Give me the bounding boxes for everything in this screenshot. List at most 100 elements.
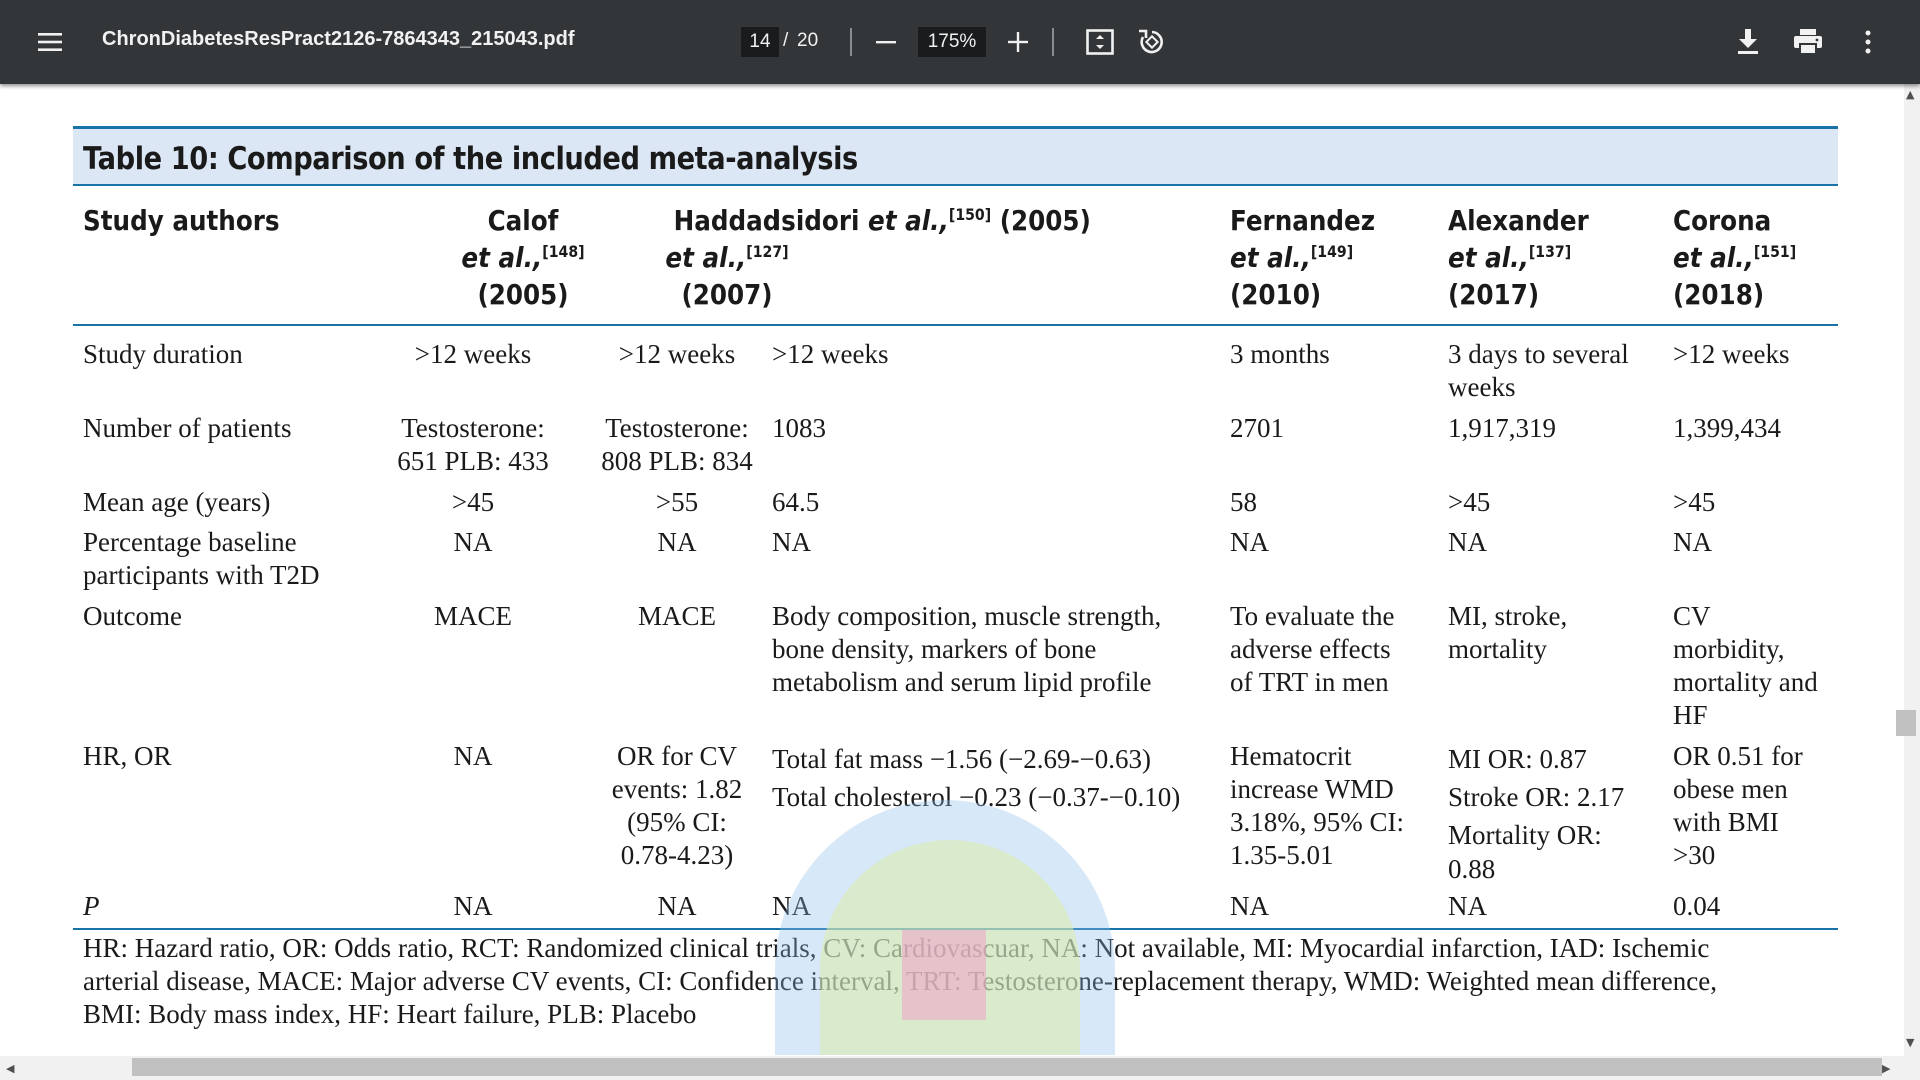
- cell-line: CV: [1673, 601, 1711, 631]
- cell-line: 3 days to several: [1448, 339, 1629, 369]
- header-year: (2007): [681, 278, 773, 311]
- pdf-toolbar: ChronDiabetesResPract2126-7864343_215043…: [0, 0, 1920, 84]
- cell-baseline-calof: NA: [453, 527, 493, 557]
- cell-outcome-haddad: MACE: [637, 601, 716, 631]
- cell-baseline-fernandez: NA: [1230, 527, 1269, 557]
- header-author-name: Alexander: [1448, 204, 1589, 237]
- header-calof: Calof et al.,[148] (2005): [409, 202, 638, 313]
- scroll-down-arrow-icon[interactable]: ▼: [1906, 1036, 1915, 1049]
- minus-icon: [876, 41, 896, 44]
- footnote-line: BMI: Body mass index, HF: Heart failure,…: [83, 999, 697, 1029]
- document-title: ChronDiabetesResPract2126-7864343_215043…: [102, 28, 575, 50]
- cell-line: Total cholesterol −0.23 (−0.37-−0.10): [772, 782, 1181, 812]
- vertical-scroll-thumb[interactable]: [1896, 710, 1916, 736]
- row-label-baseline: Percentage baseline participants with T2…: [83, 526, 383, 592]
- plus-icon: [1008, 32, 1028, 52]
- cell-line: obese men: [1673, 774, 1788, 804]
- cell-line: 3.18%, 95% CI:: [1230, 807, 1404, 837]
- cell-hr-calof: NA: [453, 741, 493, 771]
- scroll-up-arrow-icon[interactable]: ▲: [1906, 88, 1915, 101]
- cell-line: with BMI: [1673, 807, 1779, 837]
- cell-line: bone density, markers of bone: [772, 634, 1097, 664]
- cell-line: Percentage baseline: [83, 527, 297, 557]
- zoom-input[interactable]: 175%: [918, 27, 986, 57]
- rotate-icon[interactable]: [1132, 22, 1172, 62]
- cell-line: 808 PLB: 834: [601, 446, 753, 476]
- horizontal-scroll-thumb[interactable]: [132, 1058, 1882, 1076]
- cell-line: Testosterone:: [605, 413, 749, 443]
- more-vert-icon[interactable]: [1848, 22, 1888, 62]
- fit-page-icon[interactable]: [1080, 22, 1120, 62]
- cell-line: mortality: [1448, 634, 1547, 664]
- cell-patients-alexander: 1,917,319: [1448, 413, 1556, 443]
- page-number-input[interactable]: 14: [741, 27, 779, 57]
- header-study-authors: Study authors: [83, 204, 280, 237]
- cell-line: weeks: [1448, 372, 1516, 402]
- header-haddad: Haddad et al.,[127] (2007): [613, 202, 842, 313]
- download-icon[interactable]: [1728, 22, 1768, 62]
- cell-outcome-calof: MACE: [433, 601, 512, 631]
- cell-duration-isidori: >12 weeks: [772, 339, 889, 369]
- scroll-left-arrow-icon[interactable]: ◀: [6, 1062, 15, 1075]
- cell-patients-haddad: Testosterone: 808 PLB: 834: [547, 412, 807, 478]
- header-corona: Corona et al.,[151] (2018): [1673, 202, 1796, 313]
- cell-line: HF: [1673, 700, 1708, 730]
- table-caption-text: Table 10: Comparison of the included met…: [83, 141, 858, 177]
- cell-baseline-alexander: NA: [1448, 527, 1487, 557]
- cell-line: To evaluate the: [1230, 601, 1395, 631]
- header-author-name: Corona: [1673, 204, 1772, 237]
- cell-p-fernandez: NA: [1230, 891, 1269, 921]
- etal-text: et al.,: [1673, 241, 1754, 274]
- cell-hr-fernandez: Hematocrit increase WMD 3.18%, 95% CI: 1…: [1230, 740, 1440, 872]
- cell-hr-corona: OR 0.51 for obese men with BMI >30: [1673, 740, 1843, 872]
- cell-patients-fernandez: 2701: [1230, 413, 1284, 443]
- cell-baseline-isidori: NA: [772, 527, 811, 557]
- cell-p-isidori: NA: [772, 891, 811, 921]
- cell-line: Total fat mass −1.56 (−2.69-−0.63): [772, 744, 1151, 774]
- header-year: (2017): [1448, 278, 1540, 311]
- cell-line: 0.88: [1448, 854, 1496, 884]
- reference-marker: [127]: [746, 242, 789, 261]
- cell-duration-fernandez: 3 months: [1230, 339, 1330, 369]
- cell-line: increase WMD: [1230, 774, 1394, 804]
- hamburger-menu-icon[interactable]: [30, 22, 70, 62]
- cell-patients-calof: Testosterone: 651 PLB: 433: [343, 412, 603, 478]
- header-year: (2005): [999, 204, 1091, 237]
- cell-line: Mortality OR:: [1448, 820, 1602, 850]
- cell-line: MI, stroke,: [1448, 601, 1568, 631]
- header-etal: et al.,[148]: [409, 239, 638, 276]
- table-caption: Table 10: Comparison of the included met…: [73, 126, 1838, 186]
- zoom-out-button[interactable]: [868, 24, 904, 60]
- vertical-scrollbar[interactable]: [1904, 84, 1920, 1056]
- header-etal: et al.,[137]: [1448, 239, 1589, 276]
- pdf-page: Table 10: Comparison of the included met…: [0, 84, 1904, 1056]
- etal-text: et al.,: [1230, 241, 1311, 274]
- header-isidori: Isidori et al.,[150] (2005): [772, 202, 1091, 239]
- zoom-in-button[interactable]: [1000, 24, 1036, 60]
- cell-age-isidori: 64.5: [772, 487, 820, 517]
- cell-p-calof: NA: [453, 891, 493, 921]
- cell-line: Hematocrit: [1230, 741, 1352, 771]
- cell-baseline-corona: NA: [1673, 527, 1712, 557]
- cell-line: OR 0.51 for: [1673, 741, 1803, 771]
- cell-p-haddad: NA: [657, 891, 697, 921]
- header-fernandez: Fernandez et al.,[149] (2010): [1230, 202, 1375, 313]
- cell-line: >30: [1673, 840, 1716, 870]
- cell-patients-isidori: 1083: [772, 413, 826, 443]
- cell-patients-corona: 1,399,434: [1673, 413, 1781, 443]
- header-author-name: Calof: [487, 204, 559, 237]
- row-label-hr-or: HR, OR: [83, 741, 172, 771]
- toolbar-divider: [850, 28, 852, 56]
- reference-marker: [149]: [1310, 242, 1354, 261]
- cell-outcome-isidori: Body composition, muscle strength, bone …: [772, 600, 1232, 699]
- scroll-right-arrow-icon[interactable]: ▶: [1882, 1062, 1891, 1075]
- cell-line: Stroke OR: 2.17: [1448, 782, 1625, 812]
- cell-line: OR for CV: [617, 741, 737, 771]
- header-alexander: Alexander et al.,[137] (2017): [1448, 202, 1589, 313]
- print-icon[interactable]: [1788, 22, 1828, 62]
- header-author-name: Fernandez: [1230, 204, 1376, 237]
- header-etal: et al.,[127]: [613, 239, 842, 276]
- row-label-duration: Study duration: [83, 339, 243, 369]
- header-etal: et al.,[149]: [1230, 239, 1375, 276]
- cell-age-alexander: >45: [1448, 487, 1491, 517]
